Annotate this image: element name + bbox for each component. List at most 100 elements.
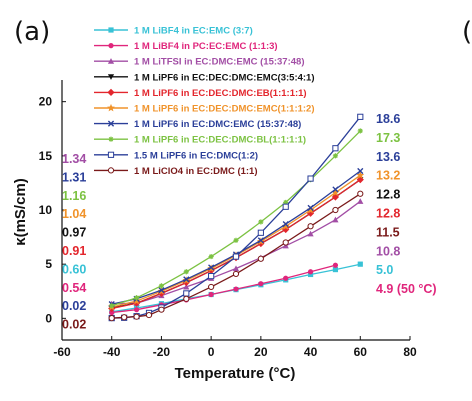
data-point bbox=[109, 303, 115, 309]
legend-marker bbox=[107, 103, 115, 112]
data-point bbox=[145, 311, 153, 319]
data-point bbox=[257, 229, 264, 236]
left-value-label: 1.04 bbox=[62, 207, 86, 221]
data-point bbox=[132, 296, 141, 305]
series-7 bbox=[108, 167, 364, 308]
data-point bbox=[307, 271, 314, 278]
x-tick-label: -20 bbox=[153, 345, 171, 359]
legend-label: 1 M LiPF6 in EC:DMC:EMC (15:37:48) bbox=[134, 119, 301, 130]
y-tick-label: 5 bbox=[45, 257, 52, 271]
data-point bbox=[208, 291, 214, 298]
legend-marker bbox=[107, 120, 115, 127]
data-point bbox=[258, 219, 264, 225]
legend-item: 1 M LiPF6 in EC:DEC:DMC:EMC(3:5:4:1) bbox=[94, 72, 315, 83]
left-value-label: 0.02 bbox=[62, 299, 86, 313]
data-point bbox=[357, 167, 364, 175]
legend-label: 1.5 M LiPF6 in EC:DMC(1:2) bbox=[134, 150, 258, 161]
data-point bbox=[158, 306, 165, 313]
data-point bbox=[307, 269, 314, 275]
y-tick-label: 0 bbox=[45, 311, 52, 325]
legend-label: 1 M LiClO4 in EC:DMC (1:1) bbox=[134, 166, 258, 177]
legend-marker bbox=[107, 74, 115, 80]
data-point bbox=[208, 283, 215, 291]
right-value-label: 5.0 bbox=[376, 263, 393, 277]
data-point bbox=[331, 188, 340, 196]
legend-label: 1 M LiBF4 in PC:EC:EMC (1:1:3) bbox=[134, 41, 278, 52]
legend-label: 1 M LiTFSI in EC:DMC:EMC (15:37:48) bbox=[134, 57, 305, 68]
data-point bbox=[232, 253, 240, 260]
left-value-label: 0.60 bbox=[62, 262, 86, 276]
right-value-labels: 18.6 17.3 13.6 13.2 12.8 12.8 11.5 10.8 5.0 4.9 (… bbox=[376, 112, 437, 296]
data-point bbox=[282, 203, 289, 210]
data-point bbox=[133, 295, 140, 301]
data-point bbox=[109, 309, 115, 316]
data-point bbox=[282, 239, 289, 246]
legend-item: 1.5 M LiPF6 in EC:DMC(1:2) bbox=[94, 150, 258, 161]
legend-marker bbox=[107, 167, 115, 174]
left-value-labels: 1.34 1.31 1.16 1.04 0.97 0.91 0.60 0.54 0.02 0.02 bbox=[62, 152, 86, 332]
legend-item: 1 M LiPF6 in EC:DMC:EMC (15:37:48) bbox=[94, 119, 301, 130]
legend-item: 1 M LiPF6 in EC:DEC:DMC:EMC(1:1:1:2) bbox=[94, 104, 315, 115]
right-value-label: 13.6 bbox=[376, 150, 400, 164]
x-tick-label: 20 bbox=[254, 345, 268, 359]
data-point bbox=[208, 253, 214, 260]
legend-marker bbox=[107, 58, 115, 64]
series-line bbox=[111, 264, 336, 314]
right-value-label: 12.8 bbox=[376, 207, 400, 221]
data-point bbox=[158, 287, 165, 294]
axes: -60 -40 -20 0 20 40 60 80 0 5 10 15 20 bbox=[39, 80, 417, 359]
legend-item: 1 M LiBF4 in EC:EMC (3:7) bbox=[94, 26, 253, 37]
data-point bbox=[108, 315, 115, 322]
x-tick-label: 40 bbox=[304, 345, 318, 359]
data-point bbox=[233, 237, 239, 243]
data-point bbox=[183, 295, 190, 302]
data-point bbox=[232, 270, 240, 278]
data-point bbox=[233, 286, 239, 292]
legend-marker bbox=[107, 88, 115, 96]
legend-label: 1 M LiPF6 in EC:DEC:DMC:EB(1:1:1:1) bbox=[134, 88, 307, 99]
data-point bbox=[357, 128, 363, 134]
data-point bbox=[307, 175, 314, 182]
data-point bbox=[357, 261, 363, 267]
data-point bbox=[121, 314, 128, 321]
data-point bbox=[258, 281, 264, 287]
left-value-label: 1.34 bbox=[62, 152, 86, 166]
data-point bbox=[332, 216, 339, 223]
next-panel-label: ( bbox=[462, 17, 472, 47]
data-point bbox=[257, 237, 264, 244]
series-10 bbox=[108, 190, 364, 322]
data-point bbox=[282, 220, 289, 228]
right-value-label: 13.2 bbox=[376, 169, 400, 183]
right-value-label: 11.5 bbox=[376, 225, 400, 239]
legend-label: 1 M LiPF6 in EC:DEC:DMC:EMC(3:5:4:1) bbox=[134, 72, 315, 83]
data-point bbox=[183, 276, 190, 283]
legend-marker bbox=[108, 27, 114, 33]
data-point bbox=[332, 206, 339, 214]
data-point bbox=[357, 113, 364, 120]
data-point bbox=[281, 222, 290, 230]
right-value-label: 12.8 bbox=[376, 188, 400, 202]
legend-label: 1 M LiPF6 in EC:DEC:DMC:EMC(1:1:1:2) bbox=[134, 104, 315, 115]
left-value-label: 0.97 bbox=[62, 226, 86, 240]
data-point bbox=[332, 145, 339, 152]
data-point bbox=[183, 283, 190, 290]
legend-marker bbox=[107, 151, 115, 158]
legend-label: 1 M LiPF6 in EC:DEC:DMC:BL(1:1:1:1) bbox=[134, 135, 306, 146]
left-value-label: 1.31 bbox=[62, 170, 86, 184]
left-value-label: 1.16 bbox=[62, 189, 86, 203]
y-axis-label: κ(mS/cm) bbox=[12, 178, 29, 246]
legend-marker bbox=[108, 136, 114, 142]
data-point bbox=[306, 205, 315, 214]
right-value-label: 10.8 bbox=[376, 244, 400, 258]
data-point bbox=[307, 230, 314, 237]
data-point bbox=[232, 265, 240, 272]
data-point bbox=[133, 313, 140, 320]
left-value-label: 0.91 bbox=[62, 244, 86, 258]
data-point bbox=[332, 153, 339, 159]
legend-label: 1 M LiBF4 in EC:EMC (3:7) bbox=[134, 26, 253, 37]
legend-item: 1 M LiPF6 in EC:DEC:DMC:EB(1:1:1:1) bbox=[94, 88, 307, 99]
right-value-label: 18.6 bbox=[376, 112, 400, 126]
y-tick-label: 20 bbox=[39, 95, 53, 109]
data-point bbox=[332, 262, 339, 268]
